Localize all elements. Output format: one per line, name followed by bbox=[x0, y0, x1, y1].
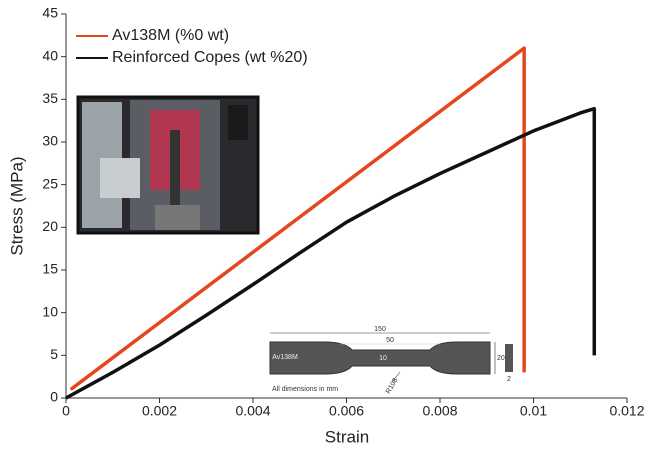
y-tick-label: 30 bbox=[42, 133, 58, 149]
y-tick-label: 35 bbox=[42, 90, 58, 106]
y-tick-label: 45 bbox=[42, 5, 58, 21]
series-line bbox=[65, 106, 597, 400]
y-axis-label: Stress (MPa) bbox=[7, 156, 26, 255]
y-tick-label: 20 bbox=[42, 218, 58, 234]
y-tick-label: 25 bbox=[42, 175, 58, 191]
x-tick-label: 0.012 bbox=[609, 403, 644, 419]
x-tick-label: 0.008 bbox=[422, 403, 457, 419]
legend-label: Reinforced Copes (wt %20) bbox=[112, 49, 308, 66]
specimen-inset: 150 50 Av138M 10 20 R108 All dimensions … bbox=[269, 326, 513, 395]
legend-label: Av138M (%0 wt) bbox=[112, 27, 229, 44]
series-line bbox=[69, 46, 526, 391]
x-tick-label: 0.002 bbox=[142, 403, 177, 419]
inset-label: All dimensions in mm bbox=[272, 386, 338, 393]
x-tick-label: 0 bbox=[62, 403, 70, 419]
y-tick-label: 0 bbox=[50, 389, 58, 405]
inset-label: 10 bbox=[379, 355, 387, 362]
inset-label: R108 bbox=[385, 377, 399, 395]
x-axis-label: Strain bbox=[325, 427, 369, 446]
y-tick-label: 10 bbox=[42, 303, 58, 319]
inset-label: Av138M bbox=[272, 354, 298, 361]
x-tick-label: 0.01 bbox=[520, 403, 547, 419]
y-tick-label: 15 bbox=[42, 261, 58, 277]
y-tick-label: 5 bbox=[50, 346, 58, 362]
inset-label: 2 bbox=[507, 376, 511, 383]
inset-label: 50 bbox=[386, 337, 394, 344]
x-tick-label: 0.006 bbox=[329, 403, 364, 419]
x-tick-label: 0.004 bbox=[235, 403, 270, 419]
inset-label: 150 bbox=[374, 326, 386, 333]
photo-inset bbox=[76, 95, 260, 235]
inset-label: 20 bbox=[497, 355, 505, 362]
y-tick-label: 40 bbox=[42, 47, 58, 63]
